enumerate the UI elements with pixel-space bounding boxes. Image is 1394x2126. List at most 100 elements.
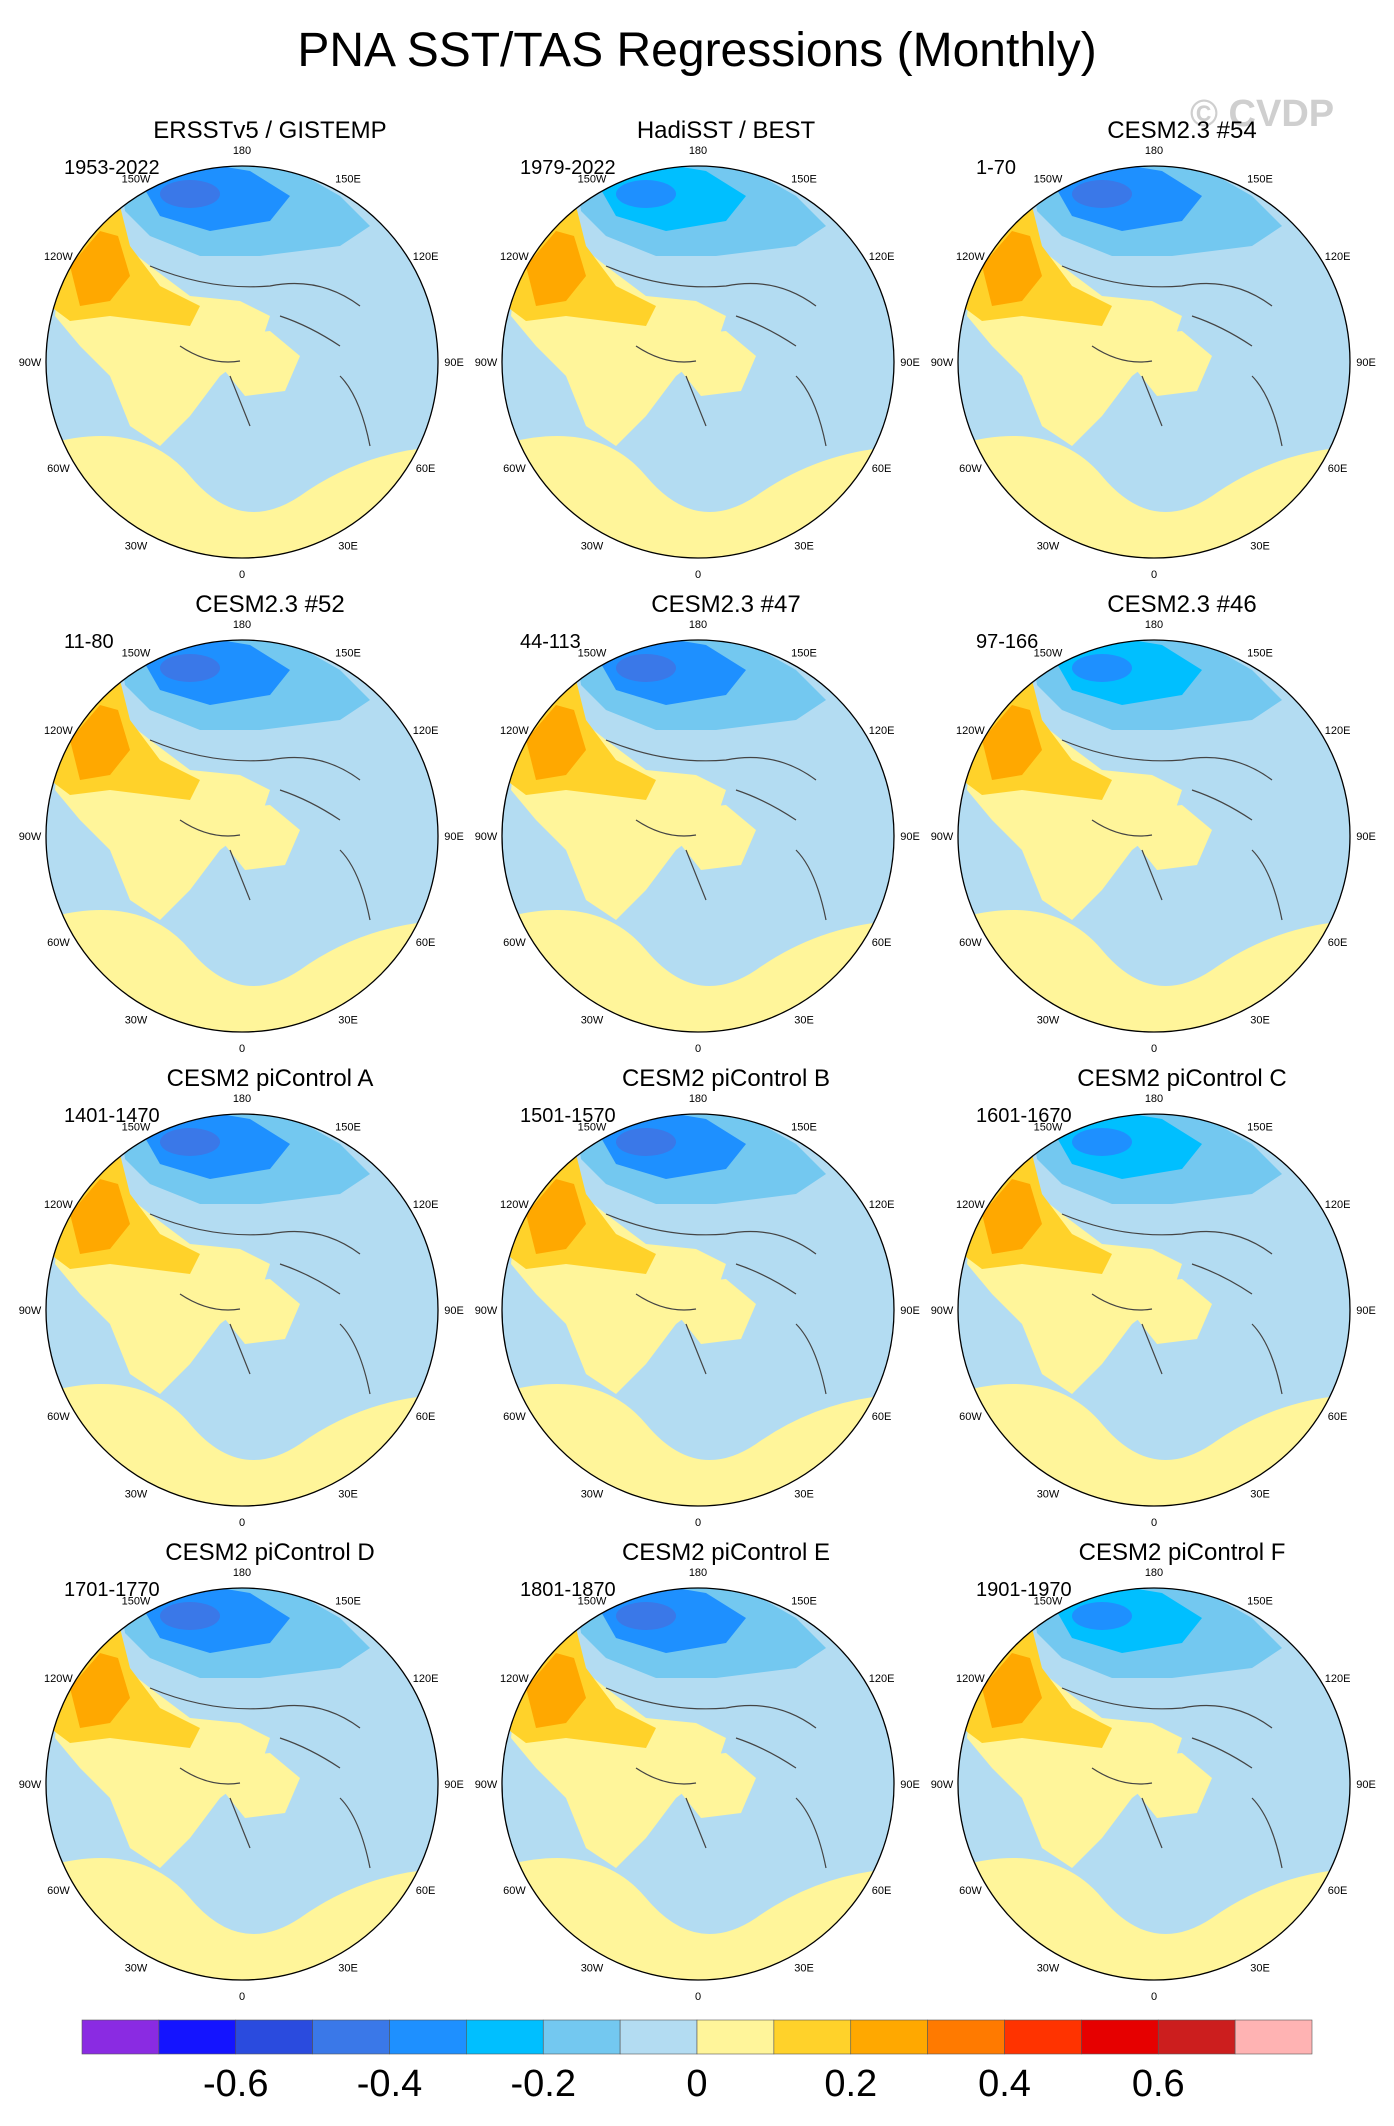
- map-field: [46, 1114, 438, 1506]
- longitude-label: 150W: [578, 1121, 607, 1133]
- longitude-label: 90W: [475, 1779, 498, 1791]
- longitude-label: 60W: [959, 937, 982, 949]
- longitude-label: 90W: [19, 1305, 42, 1317]
- longitude-label: 30W: [1037, 541, 1060, 553]
- map-panel: 180 150E 120E 90E 60E 30E 0 30W 60W 90W 120W 150W ER…: [19, 116, 500, 586]
- longitude-label: 120W: [956, 251, 985, 263]
- longitude-label: 30W: [125, 1963, 148, 1975]
- polar-map: 180 150E 120E 90E 60E 30E 0 30W 60W 90W 120W 150W: [475, 619, 920, 1055]
- longitude-label: 60E: [1328, 937, 1348, 949]
- longitude-label: 30W: [1037, 1489, 1060, 1501]
- polar-map: 180 150E 120E 90E 60E 30E 0 30W 60W 90W 120W 150W: [19, 619, 464, 1055]
- colorbar-swatch: [158, 2019, 237, 2055]
- field-cool-core: [160, 1602, 220, 1630]
- field-warm-arctic: [220, 331, 300, 396]
- longitude-label: 150E: [1247, 1121, 1273, 1133]
- field-cool-core: [160, 654, 220, 682]
- colorbar-swatch: [1234, 2019, 1313, 2055]
- longitude-label: 30W: [125, 541, 148, 553]
- panel-title: CESM2 piControl C: [1077, 1065, 1287, 1092]
- longitude-label: 0: [239, 1517, 245, 1529]
- panel-title: CESM2.3 #54: [1107, 117, 1257, 144]
- field-cool-core: [1072, 1602, 1132, 1630]
- longitude-label: 150E: [335, 1595, 361, 1607]
- longitude-label: 90W: [19, 831, 42, 843]
- longitude-label: 60W: [47, 463, 70, 475]
- field-warm-core: [982, 231, 1042, 306]
- longitude-label: 30E: [338, 1963, 358, 1975]
- map-panel: 180 150E 120E 90E 60E 30E 0 30W 60W 90W 120W 150W CE…: [931, 116, 1394, 586]
- longitude-label: 30E: [794, 1963, 814, 1975]
- field-warm-core: [982, 1653, 1042, 1728]
- longitude-label: 120W: [956, 725, 985, 737]
- colorbar-swatch: [235, 2019, 313, 2055]
- polar-map: 180 150E 120E 90E 60E 30E 0 30W 60W 90W 120W 150W: [931, 1093, 1376, 1529]
- longitude-label: 30E: [1250, 1489, 1270, 1501]
- longitude-label: 120E: [869, 1673, 895, 1685]
- map-panel: 180 150E 120E 90E 60E 30E 0 30W 60W 90W 120W 150W CE…: [19, 590, 500, 1060]
- map-panel: 180 150E 120E 90E 60E 30E 0 30W 60W 90W 120W 150W CE…: [475, 590, 956, 1060]
- longitude-label: 180: [689, 145, 707, 157]
- field-cool-core: [1072, 180, 1132, 208]
- longitude-label: 30W: [125, 1489, 148, 1501]
- field-warm-arctic: [220, 1753, 300, 1818]
- longitude-label: 60E: [872, 463, 892, 475]
- longitude-label: 120E: [869, 725, 895, 737]
- panel-title: CESM2.3 #52: [195, 591, 345, 618]
- longitude-label: 30W: [1037, 1015, 1060, 1027]
- map-border: [45, 165, 439, 559]
- longitude-label: 90E: [444, 357, 464, 369]
- colorbar-swatch: [542, 2019, 621, 2055]
- longitude-label: 60W: [503, 463, 526, 475]
- coastline: [605, 739, 827, 921]
- longitude-label: 30E: [1250, 1963, 1270, 1975]
- longitude-label: 120E: [1325, 251, 1351, 263]
- longitude-label: 30W: [581, 1489, 604, 1501]
- panel-title: CESM2 piControl F: [1078, 1539, 1286, 1566]
- longitude-label: 150W: [122, 1121, 151, 1133]
- longitude-label: 120E: [869, 251, 895, 263]
- map-field: [502, 640, 894, 1032]
- field-cool-core: [616, 1128, 676, 1156]
- longitude-label: 150W: [122, 173, 151, 185]
- longitude-label: 120E: [1325, 725, 1351, 737]
- field-warm-arctic: [220, 805, 300, 870]
- colorbar-tick-label: 0.6: [1132, 2063, 1185, 2105]
- longitude-label: 150E: [1247, 173, 1273, 185]
- longitude-label: 0: [695, 569, 701, 581]
- map-panel: 180 150E 120E 90E 60E 30E 0 30W 60W 90W 120W 150W CE…: [475, 1064, 956, 1534]
- map-panel: 180 150E 120E 90E 60E 30E 0 30W 60W 90W 120W 150W Ha…: [475, 116, 956, 586]
- longitude-label: 90W: [931, 357, 954, 369]
- panel-title: CESM2 piControl E: [621, 1539, 831, 1566]
- field-warm-arctic: [220, 1279, 300, 1344]
- longitude-label: 150E: [1247, 647, 1273, 659]
- longitude-label: 60E: [416, 1411, 436, 1423]
- longitude-label: 180: [233, 145, 251, 157]
- map-border: [501, 1587, 895, 1981]
- longitude-label: 30E: [338, 1015, 358, 1027]
- polar-map: 180 150E 120E 90E 60E 30E 0 30W 60W 90W 120W 150W: [931, 1567, 1376, 2003]
- longitude-label: 60E: [872, 1411, 892, 1423]
- field-warm-core: [70, 1653, 130, 1728]
- map-field: [502, 1114, 894, 1506]
- panel-period: 1701-1770: [64, 1579, 160, 1601]
- panel-period: 1801-1870: [520, 1579, 616, 1601]
- field-warm-core: [70, 231, 130, 306]
- longitude-label: 150E: [791, 173, 817, 185]
- map-field: [958, 1588, 1350, 1980]
- longitude-label: 60E: [1328, 1885, 1348, 1897]
- field-warm-core: [982, 705, 1042, 780]
- longitude-label: 150E: [791, 647, 817, 659]
- longitude-label: 30E: [1250, 1015, 1270, 1027]
- longitude-label: 0: [695, 1043, 701, 1055]
- colorbar-swatch: [1157, 2019, 1236, 2055]
- longitude-label: 120W: [44, 725, 73, 737]
- longitude-label: 120W: [44, 251, 73, 263]
- longitude-label: 60E: [416, 1885, 436, 1897]
- longitude-label: 180: [233, 1093, 251, 1105]
- polar-map: 180 150E 120E 90E 60E 30E 0 30W 60W 90W 120W 150W: [475, 145, 920, 581]
- longitude-label: 0: [239, 569, 245, 581]
- longitude-label: 30W: [1037, 1963, 1060, 1975]
- map-panel: 180 150E 120E 90E 60E 30E 0 30W 60W 90W 120W 150W CE…: [931, 1538, 1394, 2008]
- longitude-label: 120W: [44, 1673, 73, 1685]
